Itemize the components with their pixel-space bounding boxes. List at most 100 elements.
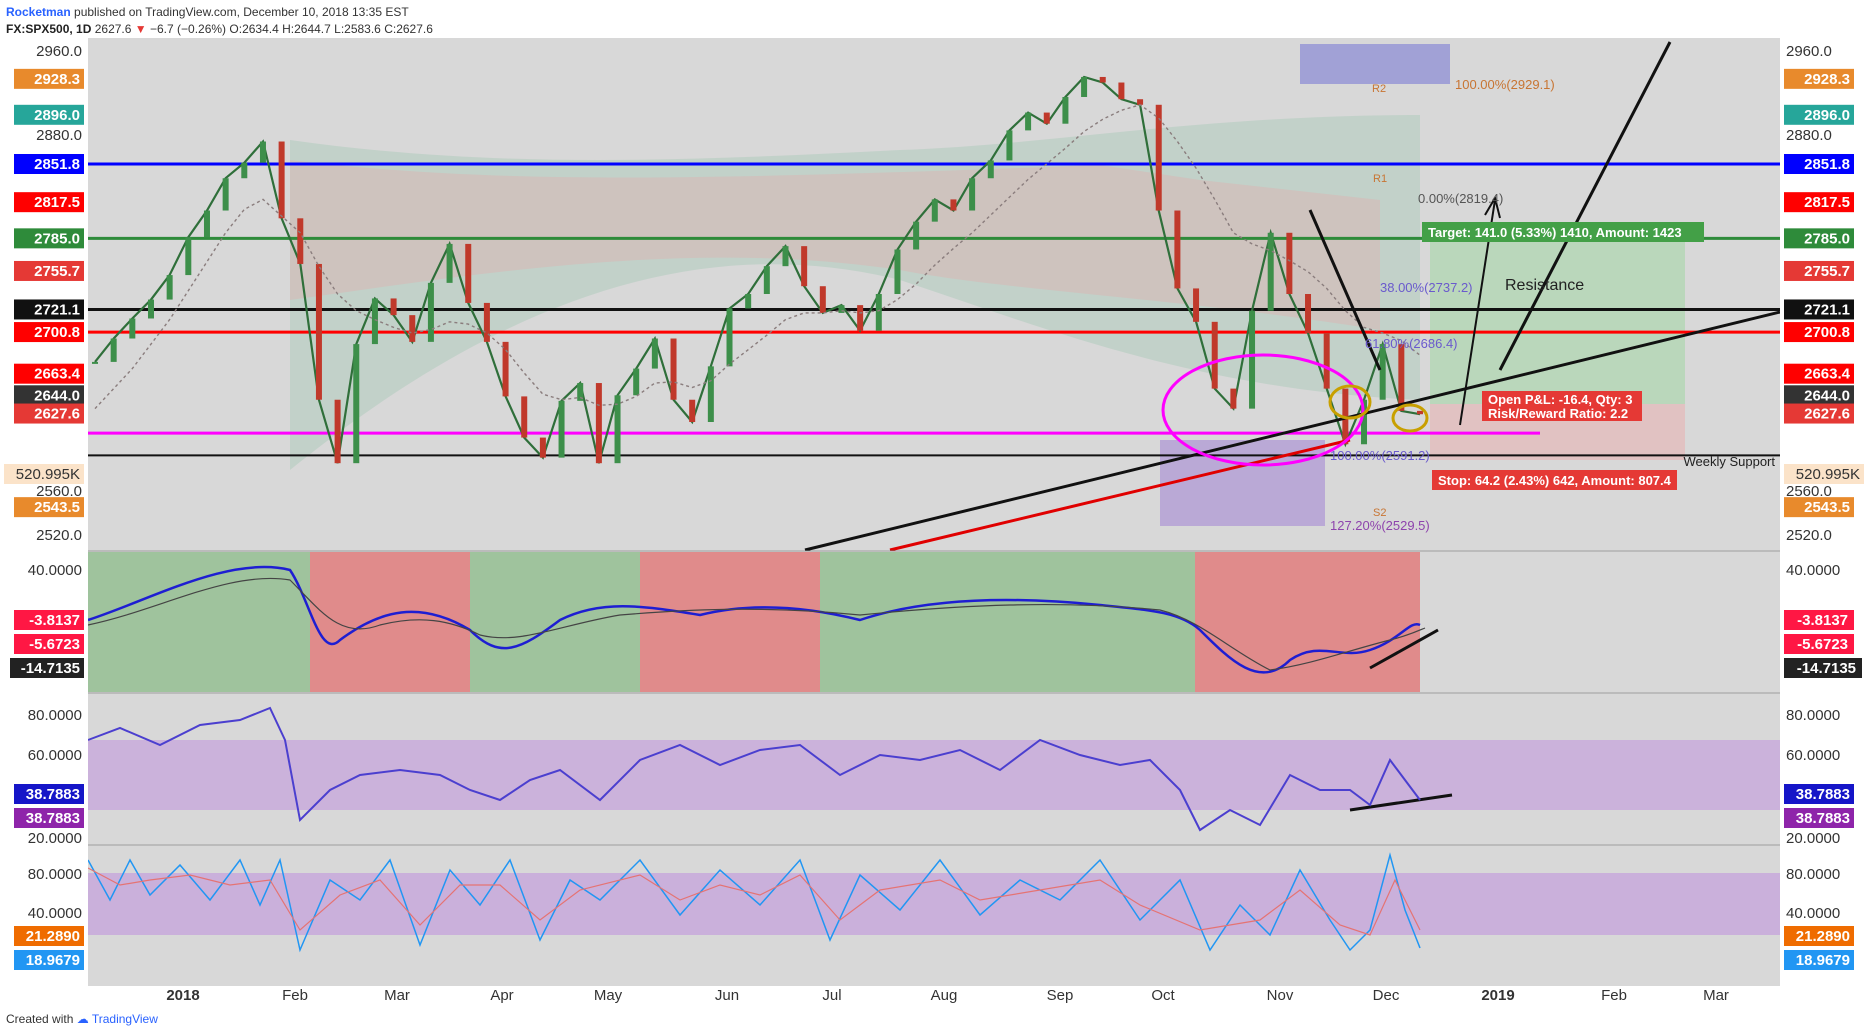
candle bbox=[1193, 288, 1200, 322]
level-label: 2700.8 bbox=[34, 324, 80, 341]
level-badge bbox=[14, 104, 84, 125]
trendline-descending[interactable] bbox=[1308, 209, 1382, 371]
rsi-badge bbox=[14, 784, 84, 804]
fib-38-label: 38.00%(2737.2) bbox=[1380, 280, 1473, 295]
time-tick-label: Nov bbox=[1267, 987, 1294, 1004]
level-label: 2543.5 bbox=[1804, 499, 1850, 516]
candle bbox=[782, 246, 789, 267]
ohlc-values: O:2634.4 H:2644.7 L:2583.6 C:2627.6 bbox=[229, 22, 433, 36]
candle bbox=[894, 249, 901, 294]
highlight-circle[interactable] bbox=[1328, 384, 1372, 420]
r1-label: R1 bbox=[1373, 173, 1387, 185]
tick-label: 20.0000 bbox=[1786, 830, 1840, 847]
time-tick-label: Mar bbox=[1703, 987, 1729, 1004]
time-tick-label: Dec bbox=[1373, 987, 1400, 1004]
tick-label: 40.0000 bbox=[28, 562, 82, 579]
macd-line-badge bbox=[1784, 658, 1862, 678]
level-badge bbox=[1784, 260, 1854, 281]
tradingview-link[interactable]: TradingView bbox=[91, 1012, 158, 1026]
candle bbox=[446, 243, 453, 283]
stoch-k-badge bbox=[14, 950, 84, 970]
rsi-ma-value: 38.7883 bbox=[1796, 810, 1850, 827]
pnl-box[interactable] bbox=[1482, 391, 1642, 421]
target-box[interactable] bbox=[1422, 222, 1704, 242]
candle bbox=[409, 315, 416, 342]
ichimoku-cloud bbox=[290, 115, 1420, 470]
candle bbox=[502, 341, 509, 397]
rr-label: Risk/Reward Ratio: 2.2 bbox=[1488, 406, 1628, 421]
candle bbox=[1417, 410, 1423, 415]
candle bbox=[913, 221, 920, 250]
level-badges: 2928.3 2928.3 2896.0 2896.0 2851.8 2851.8 2817… bbox=[14, 68, 1854, 518]
moving-average-line bbox=[94, 104, 1421, 410]
candle bbox=[241, 162, 248, 179]
candle bbox=[1361, 399, 1368, 445]
candle bbox=[259, 141, 266, 163]
level-badge bbox=[14, 299, 84, 320]
highlight-ellipse[interactable] bbox=[1161, 353, 1365, 467]
tick-label: 40.0000 bbox=[1786, 905, 1840, 922]
tick-label: 2960.0 bbox=[36, 43, 82, 60]
level-label: 2627.6 bbox=[34, 406, 80, 423]
trendline-steep[interactable] bbox=[1498, 41, 1672, 371]
candle bbox=[1398, 344, 1405, 411]
candle bbox=[539, 437, 546, 458]
candle bbox=[1043, 112, 1050, 124]
horizontal-levels bbox=[88, 162, 1780, 457]
macd-bull-region bbox=[88, 552, 310, 692]
highlight-circle[interactable] bbox=[1391, 403, 1429, 433]
author-link[interactable]: Rocketman bbox=[6, 5, 71, 19]
tick-label: 60.0000 bbox=[28, 747, 82, 764]
macd-bull-region bbox=[820, 552, 1195, 692]
candle bbox=[1006, 130, 1013, 161]
level-badge bbox=[1784, 153, 1854, 174]
time-tick-label: 2018 bbox=[166, 987, 199, 1004]
level-label: 2700.8 bbox=[1804, 324, 1850, 341]
candle bbox=[483, 302, 490, 342]
rsi-divergence-line[interactable] bbox=[1349, 793, 1453, 812]
signal-line bbox=[87, 577, 1426, 671]
candle bbox=[1249, 310, 1256, 409]
macd-divergence-line[interactable] bbox=[1369, 628, 1439, 670]
candle bbox=[689, 399, 696, 422]
level-label: 2663.4 bbox=[1804, 366, 1851, 383]
pnl-label: Open P&L: -16.4, Qty: 3 bbox=[1488, 392, 1632, 407]
level-label: 2755.7 bbox=[1804, 263, 1850, 280]
time-tick-label: Feb bbox=[282, 987, 308, 1004]
level-label: 2721.1 bbox=[34, 301, 80, 318]
indicator-badges: -3.8137 -5.6723 -14.7135 -3.8137 -5.6723… bbox=[4, 464, 1864, 970]
candle bbox=[1025, 112, 1032, 131]
time-tick-label: Feb bbox=[1601, 987, 1627, 1004]
chart-annotations: Target: 141.0 (5.33%) 1410, Amount: 1423… bbox=[1330, 77, 1775, 533]
stop-label: Stop: 64.2 (2.43%) 642, Amount: 807.4 bbox=[1438, 473, 1672, 488]
stop-box[interactable] bbox=[1432, 470, 1677, 490]
candle bbox=[147, 299, 154, 319]
candle bbox=[745, 294, 752, 309]
candle bbox=[390, 298, 397, 316]
level-label: 2785.0 bbox=[1804, 230, 1850, 247]
candle bbox=[353, 344, 360, 464]
trendline-red[interactable] bbox=[889, 438, 1351, 552]
level-badge bbox=[1784, 228, 1854, 249]
macd-signal-badge bbox=[14, 634, 84, 654]
macd-bear-region bbox=[1195, 552, 1420, 692]
candle bbox=[371, 298, 378, 345]
price-change: −6.7 (−0.26%) bbox=[150, 22, 227, 36]
level-badge bbox=[14, 192, 84, 213]
tick-label: 40.0000 bbox=[28, 905, 82, 922]
candle bbox=[1286, 232, 1293, 294]
fib-618-label: 61.80%(2686.4) bbox=[1365, 336, 1458, 351]
time-tick-label: Apr bbox=[490, 987, 513, 1004]
fib-100-label: 100.00%(2591.2) bbox=[1330, 448, 1430, 463]
macd-hist-badge bbox=[14, 610, 84, 630]
candle bbox=[875, 294, 882, 331]
level-badge bbox=[14, 497, 84, 518]
stoch-k-badge bbox=[1784, 950, 1854, 970]
time-axis[interactable]: 2018 Feb Mar Apr May Jun Jul Aug Sep Oct Nov Dec 201… bbox=[166, 987, 1729, 1004]
candle bbox=[1323, 332, 1330, 389]
candle bbox=[707, 366, 714, 422]
trendline-support[interactable] bbox=[804, 310, 1781, 552]
time-tick-label: Oct bbox=[1151, 987, 1175, 1004]
level-label: 2721.1 bbox=[1804, 301, 1850, 318]
